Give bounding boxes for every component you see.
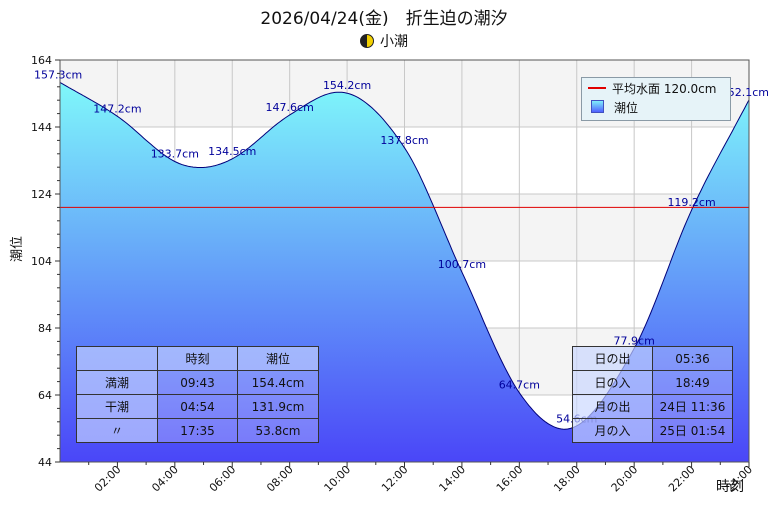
table-row: 〃 17:35 53.8cm <box>76 418 319 443</box>
x-tick-label: 02:00 <box>92 463 124 495</box>
red-line-icon <box>588 87 606 89</box>
legend-item-mean: 平均水面 120.0cm <box>588 81 716 97</box>
moon-phase: 小潮 <box>0 31 768 51</box>
y-tick-label: 44 <box>38 456 52 469</box>
y-axis-label: 潮位 <box>10 235 25 262</box>
data-label: 152.1cm <box>721 86 768 99</box>
x-tick-label: 20:00 <box>609 463 641 495</box>
table-row: 月の入 25日 01:54 <box>572 418 733 443</box>
x-tick-label: 14:00 <box>436 463 468 495</box>
y-tick-label: 64 <box>38 389 52 402</box>
sun-moon-table: 日の出 05:36 日の入 18:49 月の出 24日 11:36 月の入 25… <box>572 346 733 443</box>
data-label: 147.6cm <box>266 101 314 114</box>
x-tick-label: 18:00 <box>551 463 583 495</box>
gradient-box-icon <box>591 100 604 113</box>
x-tick-label: 06:00 <box>207 463 239 495</box>
tide-extremes-table: 時刻 潮位 満潮 09:43 154.4cm 干潮 04:54 131.9cm … <box>76 346 319 443</box>
data-label: 119.2cm <box>667 196 715 209</box>
page-title: 2026/04/24(金) 折生迫の潮汐 <box>260 9 508 29</box>
table-row: 日の入 18:49 <box>572 370 733 395</box>
data-label: 77.9cm <box>614 334 655 347</box>
data-label: 134.5cm <box>208 145 256 158</box>
table-row: 月の出 24日 11:36 <box>572 394 733 419</box>
data-label: 157.3cm <box>34 68 82 81</box>
table-row: 干潮 04:54 131.9cm <box>76 394 319 419</box>
moon-phase-label: 小潮 <box>380 34 408 50</box>
legend: 平均水面 120.0cm 潮位 <box>581 77 731 121</box>
half-moon-icon <box>360 34 374 48</box>
legend-item-tide: 潮位 <box>588 100 638 116</box>
data-label: 133.7cm <box>151 148 199 161</box>
data-label: 154.2cm <box>323 79 371 92</box>
data-label: 64.7cm <box>499 379 540 392</box>
y-tick-label: 164 <box>31 54 52 67</box>
y-tick-label: 144 <box>31 121 52 134</box>
y-tick-label: 104 <box>31 255 52 268</box>
x-tick-label: 22:00 <box>666 463 698 495</box>
table-row: 満潮 09:43 154.4cm <box>76 370 319 395</box>
data-label: 100.7cm <box>438 258 486 271</box>
y-tick-label: 84 <box>38 322 52 335</box>
data-label: 137.8cm <box>380 134 428 147</box>
y-tick-label: 124 <box>31 188 52 201</box>
x-tick-label: 04:00 <box>149 463 181 495</box>
table-header-row: 時刻 潮位 <box>76 346 319 371</box>
data-label: 147.2cm <box>93 102 141 115</box>
x-tick-label: 12:00 <box>379 463 411 495</box>
x-axis-label: 時刻 <box>716 479 744 495</box>
x-tick-label: 08:00 <box>264 463 296 495</box>
x-tick-label: 16:00 <box>494 463 526 495</box>
table-row: 日の出 05:36 <box>572 346 733 371</box>
x-tick-label: 10:00 <box>322 463 354 495</box>
